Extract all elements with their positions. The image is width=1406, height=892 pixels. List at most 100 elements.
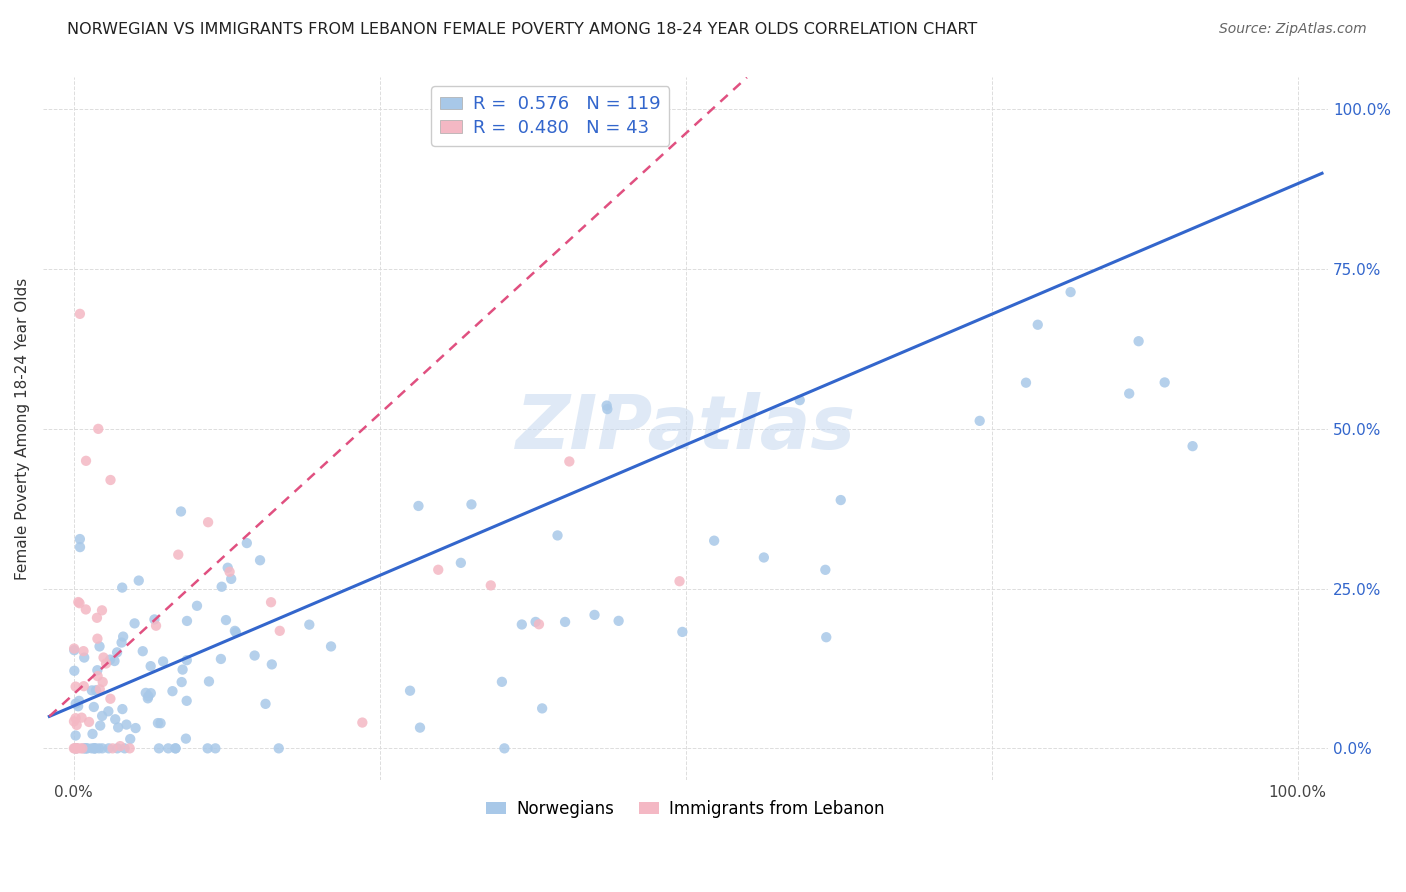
Immigrants from Lebanon (65, 741, 87, 756)
Norwegians (67, 694, 90, 708)
Norwegians (69, 532, 91, 546)
Norwegians (63, 643, 86, 657)
Immigrants from Lebanon (352, 715, 374, 730)
Norwegians (165, 741, 187, 756)
Norwegians (97, 704, 120, 718)
Y-axis label: Female Poverty Among 18-24 Year Olds: Female Poverty Among 18-24 Year Olds (15, 277, 30, 580)
Norwegians (67, 699, 90, 714)
Norwegians (491, 674, 513, 689)
Norwegians (671, 624, 693, 639)
Norwegians (139, 659, 162, 673)
Norwegians (110, 635, 132, 649)
Norwegians (554, 615, 576, 629)
Norwegians (80, 683, 103, 698)
Norwegians (107, 721, 129, 735)
Norwegians (138, 690, 160, 704)
Norwegians (547, 528, 569, 542)
Norwegians (83, 741, 105, 756)
Immigrants from Lebanon (77, 714, 100, 729)
Norwegians (111, 702, 134, 716)
Norwegians (87, 741, 110, 756)
Immigrants from Lebanon (197, 515, 219, 529)
Norwegians (217, 560, 239, 574)
Norwegians (607, 614, 630, 628)
Norwegians (66, 741, 89, 756)
Norwegians (176, 694, 198, 708)
Norwegians (157, 741, 180, 756)
Norwegians (146, 716, 169, 731)
Text: ZIPatlas: ZIPatlas (516, 392, 856, 466)
Norwegians (174, 731, 197, 746)
Norwegians (120, 732, 142, 747)
Norwegians (510, 617, 533, 632)
Immigrants from Lebanon (269, 624, 291, 638)
Immigrants from Lebanon (145, 618, 167, 632)
Immigrants from Lebanon (427, 563, 450, 577)
Norwegians (209, 652, 232, 666)
Norwegians (243, 648, 266, 663)
Norwegians (1059, 285, 1081, 299)
Norwegians (531, 701, 554, 715)
Immigrants from Lebanon (91, 603, 114, 617)
Norwegians (1026, 318, 1049, 332)
Norwegians (83, 741, 105, 756)
Norwegians (1118, 386, 1140, 401)
Immigrants from Lebanon (91, 675, 114, 690)
Norwegians (128, 574, 150, 588)
Norwegians (97, 741, 120, 756)
Norwegians (450, 556, 472, 570)
Norwegians (104, 712, 127, 726)
Norwegians (75, 741, 97, 756)
Immigrants from Lebanon (89, 682, 111, 697)
Norwegians (65, 729, 87, 743)
Norwegians (176, 653, 198, 667)
Norwegians (249, 553, 271, 567)
Norwegians (267, 741, 290, 756)
Norwegians (1128, 334, 1150, 349)
Norwegians (408, 499, 430, 513)
Norwegians (789, 393, 811, 408)
Immigrants from Lebanon (668, 574, 690, 589)
Immigrants from Lebanon (66, 741, 89, 756)
Immigrants from Lebanon (86, 632, 108, 646)
Immigrants from Lebanon (167, 548, 190, 562)
Immigrants from Lebanon (69, 307, 91, 321)
Norwegians (84, 741, 107, 756)
Norwegians (224, 624, 246, 638)
Immigrants from Lebanon (100, 473, 122, 487)
Norwegians (595, 399, 617, 413)
Norwegians (236, 536, 259, 550)
Immigrants from Lebanon (94, 657, 117, 671)
Immigrants from Lebanon (69, 741, 91, 756)
Norwegians (82, 727, 104, 741)
Norwegians (89, 640, 111, 654)
Immigrants from Lebanon (100, 691, 122, 706)
Norwegians (149, 716, 172, 731)
Norwegians (152, 655, 174, 669)
Norwegians (219, 572, 242, 586)
Norwegians (148, 741, 170, 756)
Immigrants from Lebanon (558, 454, 581, 468)
Norwegians (596, 402, 619, 417)
Norwegians (198, 674, 221, 689)
Norwegians (1153, 376, 1175, 390)
Norwegians (186, 599, 208, 613)
Norwegians (139, 686, 162, 700)
Immigrants from Lebanon (87, 422, 110, 436)
Norwegians (211, 580, 233, 594)
Immigrants from Lebanon (65, 711, 87, 725)
Immigrants from Lebanon (86, 611, 108, 625)
Immigrants from Lebanon (218, 565, 240, 579)
Norwegians (830, 493, 852, 508)
Immigrants from Lebanon (260, 595, 283, 609)
Norwegians (703, 533, 725, 548)
Norwegians (73, 650, 96, 665)
Norwegians (524, 615, 547, 629)
Norwegians (91, 741, 114, 756)
Norwegians (260, 657, 283, 672)
Immigrants from Lebanon (527, 617, 550, 632)
Norwegians (204, 741, 226, 756)
Text: NORWEGIAN VS IMMIGRANTS FROM LEBANON FEMALE POVERTY AMONG 18-24 YEAR OLDS CORREL: NORWEGIAN VS IMMIGRANTS FROM LEBANON FEM… (67, 22, 977, 37)
Immigrants from Lebanon (75, 602, 97, 616)
Norwegians (83, 700, 105, 714)
